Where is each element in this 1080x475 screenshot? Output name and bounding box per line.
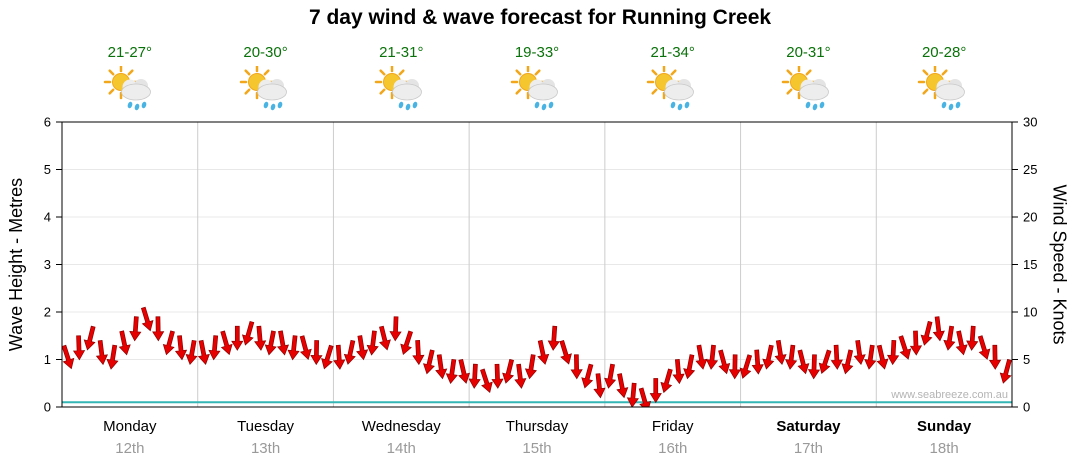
temp-range: 20-28° bbox=[921, 44, 967, 61]
temp-range: 19-33° bbox=[514, 44, 560, 61]
temp-range: 20-30° bbox=[243, 44, 288, 61]
watermark: www.seabreeze.com.au bbox=[891, 389, 1008, 401]
date-label: 14th bbox=[386, 440, 416, 457]
temp-range: 21-27° bbox=[107, 44, 153, 61]
sun-cloud-rain-icon bbox=[239, 64, 293, 119]
left-axis-tick-label: 0 bbox=[44, 400, 51, 415]
date-label: 17th bbox=[793, 440, 824, 457]
day-label: Saturday bbox=[776, 418, 841, 435]
date-label: 13th bbox=[250, 440, 281, 457]
left-axis-tick-label: 2 bbox=[44, 305, 51, 320]
date-label: 16th bbox=[658, 440, 688, 457]
temp-range: 20-31° bbox=[786, 44, 831, 61]
sun-cloud-rain-icon bbox=[646, 64, 700, 119]
date-label: 18th bbox=[929, 440, 959, 457]
right-axis-tick-label: 30 bbox=[1023, 115, 1037, 130]
day-label: Sunday bbox=[917, 418, 972, 435]
date-label: 15th bbox=[522, 440, 552, 457]
right-axis-tick-label: 20 bbox=[1023, 210, 1037, 225]
right-axis-tick-label: 0 bbox=[1023, 400, 1030, 415]
right-axis-tick-label: 25 bbox=[1023, 162, 1037, 177]
sun-cloud-rain-icon bbox=[374, 64, 428, 119]
sun-cloud-rain-icon bbox=[103, 64, 157, 119]
page-title: 7 day wind & wave forecast for Running C… bbox=[308, 6, 772, 29]
temp-range: 21-34° bbox=[650, 44, 695, 61]
left-axis-tick-label: 3 bbox=[44, 257, 51, 272]
left-axis-tick-label: 5 bbox=[44, 162, 51, 177]
right-axis-tick-label: 5 bbox=[1023, 352, 1030, 367]
right-axis-tick-label: 15 bbox=[1023, 257, 1037, 272]
day-label: Friday bbox=[651, 418, 694, 435]
left-axis-tick-label: 4 bbox=[44, 210, 51, 225]
sun-cloud-rain-icon bbox=[917, 64, 971, 119]
right-axis-tick-label: 10 bbox=[1023, 305, 1037, 320]
day-label: Monday bbox=[103, 418, 157, 435]
left-axis-tick-label: 1 bbox=[44, 352, 51, 367]
sun-cloud-rain-icon bbox=[781, 64, 835, 119]
temp-range: 21-31° bbox=[379, 44, 424, 61]
day-label: Wednesday bbox=[361, 418, 441, 435]
day-label: Thursday bbox=[505, 418, 569, 435]
date-label: 12th bbox=[115, 440, 145, 457]
left-axis-tick-label: 6 bbox=[44, 115, 51, 130]
wind-speed-arrows bbox=[62, 306, 1012, 407]
day-label: Tuesday bbox=[237, 418, 295, 435]
sun-cloud-rain-icon bbox=[510, 64, 564, 119]
